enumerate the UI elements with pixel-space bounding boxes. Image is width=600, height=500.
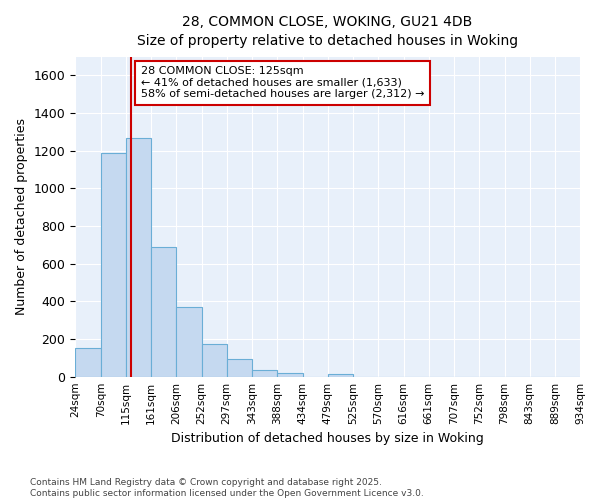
Bar <box>101 152 125 376</box>
Bar <box>75 348 101 376</box>
X-axis label: Distribution of detached houses by size in Woking: Distribution of detached houses by size … <box>171 432 484 445</box>
Text: Contains HM Land Registry data © Crown copyright and database right 2025.
Contai: Contains HM Land Registry data © Crown c… <box>30 478 424 498</box>
Bar <box>125 138 151 376</box>
Bar <box>202 344 227 376</box>
Bar <box>252 370 277 376</box>
Y-axis label: Number of detached properties: Number of detached properties <box>15 118 28 315</box>
Bar <box>176 307 202 376</box>
Text: 28 COMMON CLOSE: 125sqm
← 41% of detached houses are smaller (1,633)
58% of semi: 28 COMMON CLOSE: 125sqm ← 41% of detache… <box>141 66 424 100</box>
Bar <box>277 373 302 376</box>
Bar <box>227 359 252 376</box>
Title: 28, COMMON CLOSE, WOKING, GU21 4DB
Size of property relative to detached houses : 28, COMMON CLOSE, WOKING, GU21 4DB Size … <box>137 15 518 48</box>
Bar <box>328 374 353 376</box>
Bar <box>151 247 176 376</box>
